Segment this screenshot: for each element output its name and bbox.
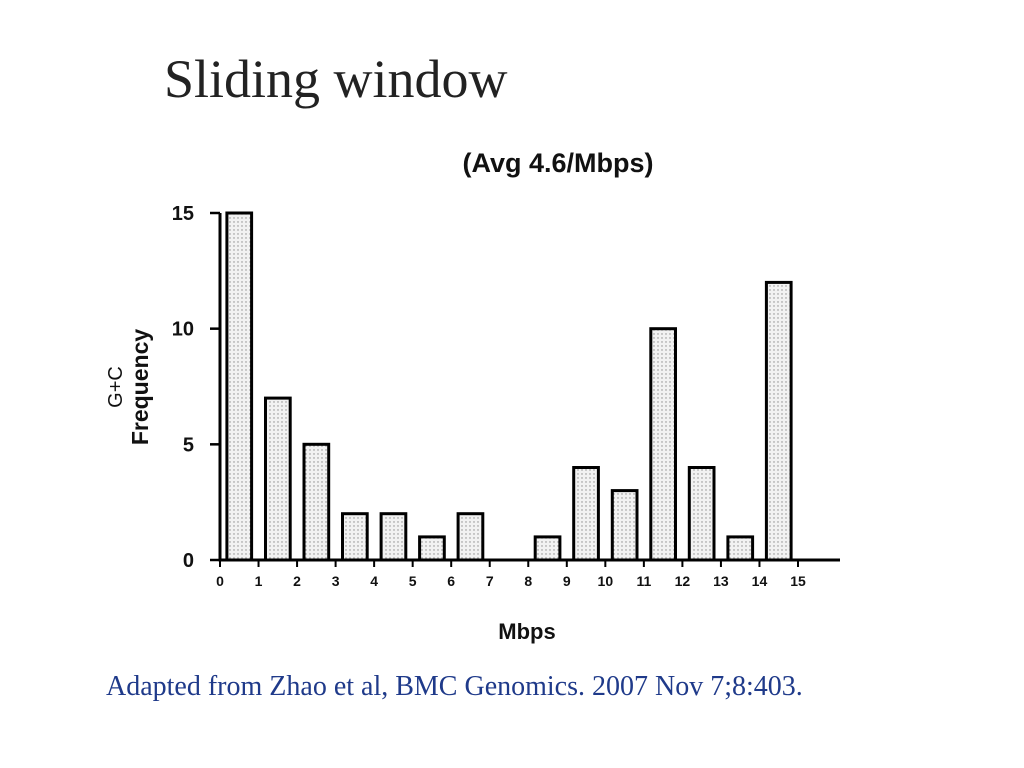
x-tick-label-11: 11 bbox=[636, 573, 651, 589]
x-tick-label-5: 5 bbox=[409, 573, 417, 589]
bar-14-15 bbox=[764, 280, 793, 562]
bar-11-12 bbox=[649, 327, 677, 562]
x-tick-label-10: 10 bbox=[598, 573, 614, 589]
y-ticks-group: 0 5 10 15 bbox=[172, 203, 220, 572]
x-tick-label-13: 13 bbox=[713, 573, 729, 589]
bar-4-5 bbox=[379, 512, 408, 562]
x-tick-label-2: 2 bbox=[293, 573, 301, 589]
y-axis-label-prefix: G+C bbox=[105, 366, 127, 408]
bar-12-13 bbox=[687, 466, 716, 562]
chart-title: (Avg 4.6/Mbps) bbox=[462, 148, 653, 178]
x-tick-label-1: 1 bbox=[255, 573, 263, 589]
bar-2-3 bbox=[302, 442, 331, 562]
bar-10-11 bbox=[610, 489, 639, 562]
bar-9-10 bbox=[572, 466, 600, 562]
bar-0-1 bbox=[225, 211, 254, 562]
x-tick-label-12: 12 bbox=[675, 573, 691, 589]
y-tick-label-5: 5 bbox=[183, 434, 194, 456]
x-ticks-group: 0 1 2 3 4 5 6 7 8 9 10 11 12 13 14 15 bbox=[216, 560, 806, 589]
y-tick-label-15: 15 bbox=[172, 203, 194, 225]
bar-6-7 bbox=[456, 512, 485, 562]
x-tick-label-4: 4 bbox=[370, 573, 378, 589]
x-tick-label-9: 9 bbox=[563, 573, 571, 589]
x-tick-label-8: 8 bbox=[524, 573, 532, 589]
bar-13-14 bbox=[726, 535, 755, 562]
x-tick-label-6: 6 bbox=[447, 573, 455, 589]
x-tick-label-0: 0 bbox=[216, 573, 224, 589]
x-tick-label-3: 3 bbox=[332, 573, 340, 589]
y-axis-label-group: Frequency G+C bbox=[105, 329, 153, 446]
y-tick-label-10: 10 bbox=[172, 319, 194, 341]
citation-text: Adapted from Zhao et al, BMC Genomics. 2… bbox=[106, 671, 803, 702]
y-tick-label-0: 0 bbox=[183, 550, 194, 572]
x-tick-label-7: 7 bbox=[486, 573, 494, 589]
y-axis-label: Frequency bbox=[127, 329, 153, 446]
x-tick-label-14: 14 bbox=[752, 573, 768, 589]
bars-group bbox=[225, 211, 793, 562]
bar-1-2 bbox=[264, 396, 292, 562]
bar-3-4 bbox=[341, 512, 369, 562]
x-axis-label: Mbps bbox=[498, 619, 555, 644]
bar-5-6 bbox=[418, 535, 446, 562]
bar-8-9 bbox=[533, 535, 562, 562]
x-tick-label-15: 15 bbox=[790, 573, 806, 589]
slide-title: Sliding window bbox=[164, 49, 508, 109]
